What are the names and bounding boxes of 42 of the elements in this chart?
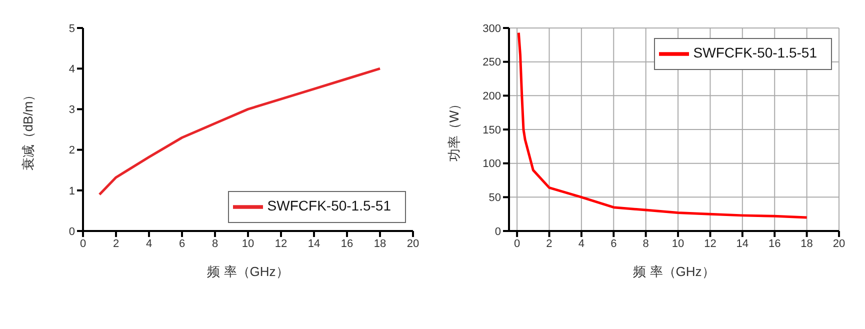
y-tick-label: 300 — [482, 22, 501, 35]
x-tick-label: 8 — [212, 238, 218, 250]
x-tick-label: 6 — [178, 238, 186, 250]
y-axis-title: 功率（W） — [446, 97, 462, 162]
line-series — [98, 67, 382, 196]
y-tick-label: 4 — [68, 64, 75, 76]
y-tick-label: 250 — [482, 56, 501, 69]
x-axis-title: 频 率（GHz） — [633, 264, 715, 279]
x-tick-label: 14 — [308, 238, 320, 250]
legend-label: SWFCFK-50-1.5-51 — [693, 44, 817, 61]
y-tick-label: 100 — [482, 158, 501, 170]
y-tick-label: 50 — [488, 192, 501, 204]
x-tick-label: 18 — [800, 238, 813, 250]
x-tick-label: 16 — [768, 238, 781, 250]
x-tick-label: 4 — [578, 238, 584, 250]
x-tick-label: 8 — [642, 238, 649, 250]
y-axis-title: 衰减（dB/m） — [20, 88, 36, 171]
x-tick-label: 16 — [340, 238, 354, 250]
y-tick-label: 200 — [482, 90, 501, 103]
x-tick-label: 0 — [80, 238, 86, 250]
x-tick-label: 2 — [546, 238, 552, 250]
x-tick-label: 18 — [374, 238, 386, 250]
y-tick-label: 1 — [68, 185, 75, 198]
x-tick-label: 20 — [406, 238, 420, 250]
y-tick-label: 150 — [482, 124, 501, 136]
x-tick-label: 2 — [112, 238, 120, 250]
x-tick-label: 12 — [274, 238, 288, 250]
x-tick-label: 0 — [514, 238, 520, 250]
y-tick-label: 3 — [68, 104, 75, 116]
x-tick-label: 14 — [736, 238, 749, 250]
x-tick-label: 10 — [242, 238, 254, 250]
y-tick-label: 0 — [494, 226, 501, 238]
legend-label: SWFCFK-50-1.5-51 — [267, 198, 391, 214]
x-tick-label: 4 — [146, 238, 152, 250]
x-tick-label: 10 — [672, 238, 684, 250]
y-tick-label: 0 — [68, 226, 75, 238]
x-axis-title: 频 率（GHz） — [207, 264, 289, 279]
x-tick-label: 20 — [832, 238, 846, 250]
x-tick-label: 12 — [704, 238, 716, 250]
x-tick-label: 6 — [610, 238, 617, 250]
y-tick-label: 5 — [68, 22, 75, 35]
y-tick-label: 2 — [68, 144, 75, 157]
